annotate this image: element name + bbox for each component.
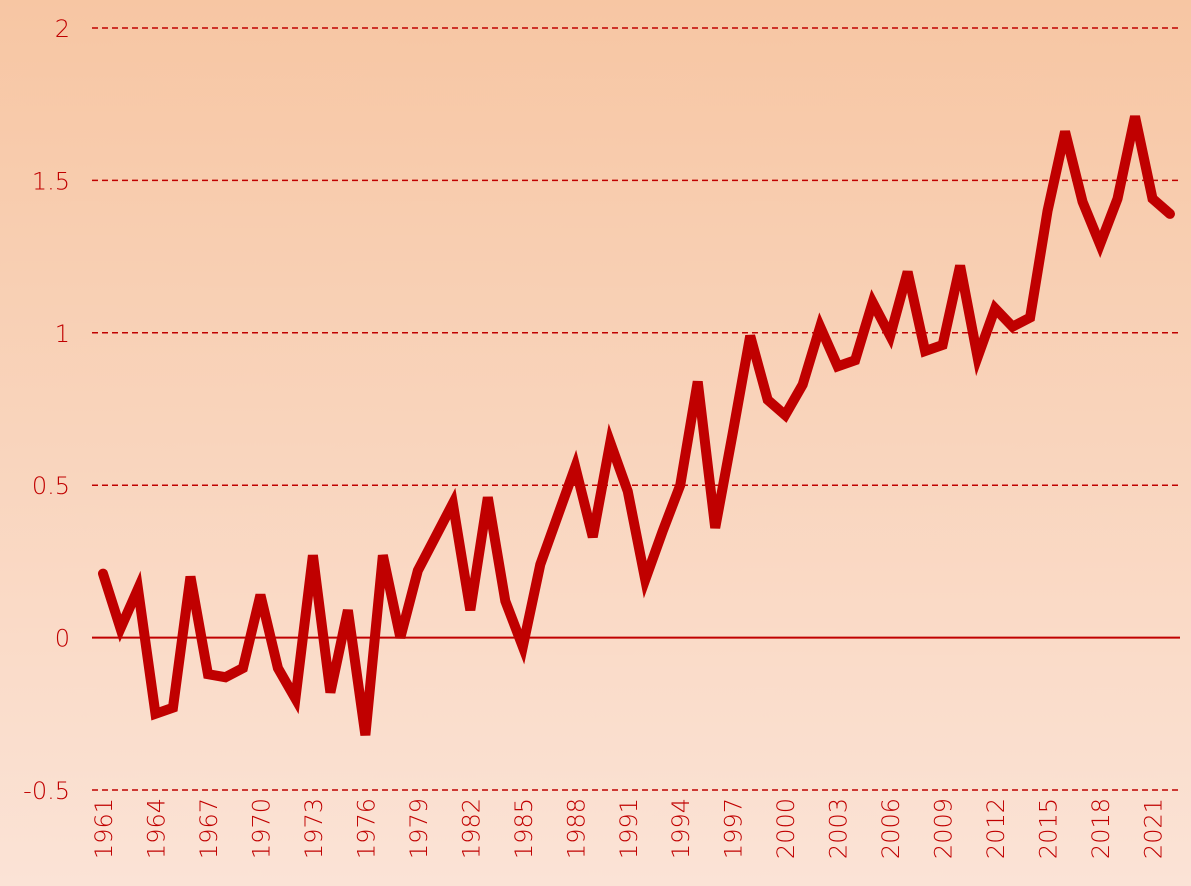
x-tick-label: 1979 bbox=[405, 798, 433, 859]
x-tick-label: 2003 bbox=[825, 798, 853, 859]
x-tick-label: 2018 bbox=[1087, 798, 1115, 859]
y-tick-label: 1.5 bbox=[32, 167, 70, 195]
x-tick-label: 1997 bbox=[720, 798, 748, 859]
x-tick-label: 1988 bbox=[562, 798, 590, 859]
x-tick-label: 1961 bbox=[90, 798, 118, 859]
x-tick-label: 2000 bbox=[772, 798, 800, 859]
x-tick-label: 1976 bbox=[352, 798, 380, 859]
x-tick-label: 1994 bbox=[667, 798, 695, 859]
x-tick-label: 1982 bbox=[457, 798, 485, 859]
x-tick-label: 2012 bbox=[982, 798, 1010, 859]
x-tick-label: 2015 bbox=[1035, 798, 1063, 859]
y-tick-label: 0 bbox=[55, 625, 70, 653]
x-tick-label: 1970 bbox=[247, 798, 275, 859]
x-tick-label: 1964 bbox=[142, 798, 170, 859]
x-tick-label: 1973 bbox=[300, 798, 328, 859]
x-tick-label: 1967 bbox=[195, 798, 223, 859]
x-tick-label: 2009 bbox=[930, 798, 958, 859]
y-tick-label: -0.5 bbox=[23, 777, 70, 805]
data-line bbox=[98, 115, 1175, 736]
x-tick-label: 2006 bbox=[877, 798, 905, 859]
y-tick-label: 0.5 bbox=[32, 472, 70, 500]
x-tick-label: 1985 bbox=[510, 798, 538, 859]
y-tick-label: 1 bbox=[55, 320, 70, 348]
x-tick-label: 2021 bbox=[1140, 798, 1168, 859]
y-tick-label: 2 bbox=[55, 15, 70, 43]
x-tick-label: 1991 bbox=[615, 798, 643, 859]
